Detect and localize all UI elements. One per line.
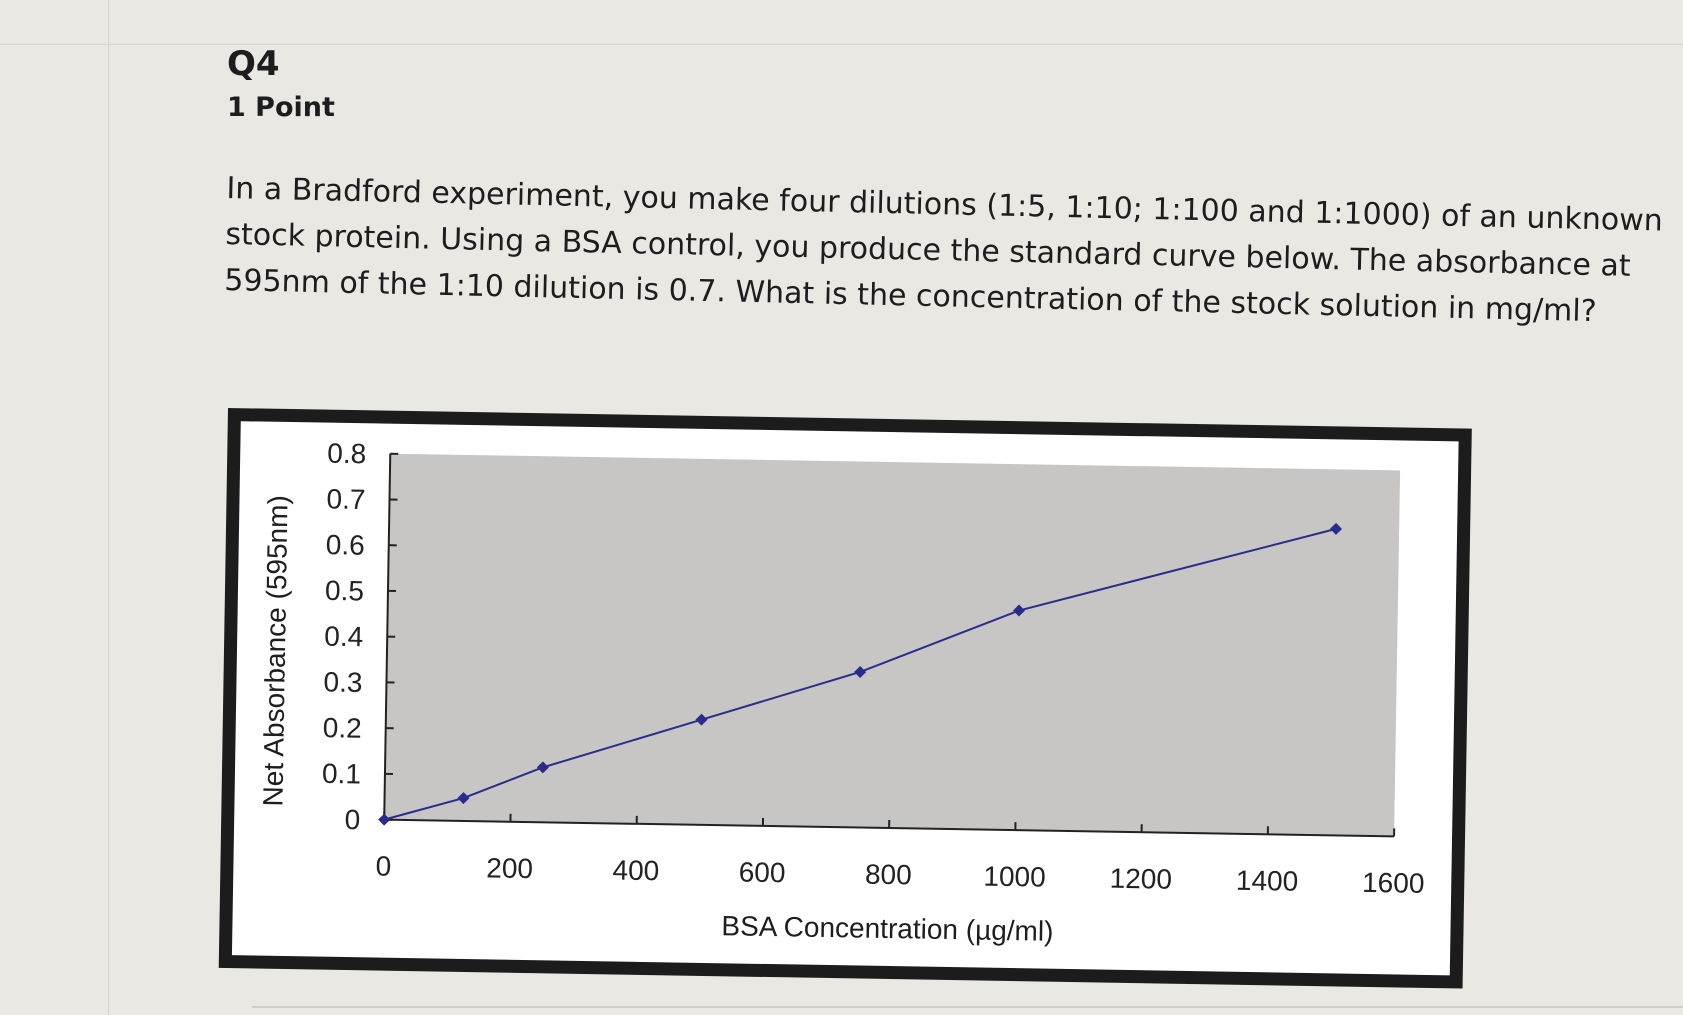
x-tick-label: 600	[739, 857, 786, 889]
question-points: 1 Point	[227, 92, 335, 123]
x-tick-label: 1200	[1109, 863, 1172, 895]
chart-svg: 0 0.1 0.2 0.3 0.4 0.5 0.6 0.7 0.8 0 200 400 600 800 10…	[257, 438, 1425, 947]
data-point	[536, 761, 549, 774]
content-bottom-border	[252, 1006, 1683, 1008]
data-point	[1330, 522, 1343, 535]
standard-curve-chart: 0 0.1 0.2 0.3 0.4 0.5 0.6 0.7 0.8 0 200 400 600 800 10…	[218, 408, 1472, 989]
data-point	[457, 792, 470, 805]
y-tick-label: 0.7	[326, 483, 365, 515]
x-tick-label: 0	[375, 851, 391, 882]
y-axis-title: Net Absorbance (595nm)	[257, 495, 293, 807]
y-tick-label: 0.5	[325, 575, 364, 607]
data-point	[378, 813, 391, 826]
content-top-border	[0, 44, 1683, 45]
y-tick-label: 0.4	[324, 621, 363, 653]
y-tick-label: 0.1	[322, 758, 361, 790]
y-tick-label: 0.3	[323, 666, 362, 698]
data-point	[854, 665, 867, 678]
x-tick-label: 800	[865, 859, 912, 891]
y-tick-label: 0	[344, 804, 360, 835]
data-point	[1013, 604, 1025, 617]
y-tick-label: 0.8	[327, 438, 366, 470]
question-text: In a Bradford experiment, you make four …	[224, 170, 1664, 330]
x-tick-label: 1400	[1236, 865, 1299, 897]
x-tick-label: 1000	[983, 861, 1046, 893]
data-point	[695, 713, 708, 726]
question-title: Q4	[227, 44, 280, 84]
x-tick-label: 1600	[1362, 867, 1425, 899]
y-tick-label: 0.2	[323, 712, 362, 744]
content-left-border	[108, 0, 109, 1015]
y-tick-label: 0.6	[326, 529, 365, 561]
x-axis-title: BSA Concentration (µg/ml)	[721, 910, 1054, 947]
plot-area	[384, 453, 1401, 837]
x-tick-label: 200	[486, 852, 533, 884]
y-axis-line	[383, 453, 392, 820]
x-tick-label: 400	[612, 854, 659, 886]
